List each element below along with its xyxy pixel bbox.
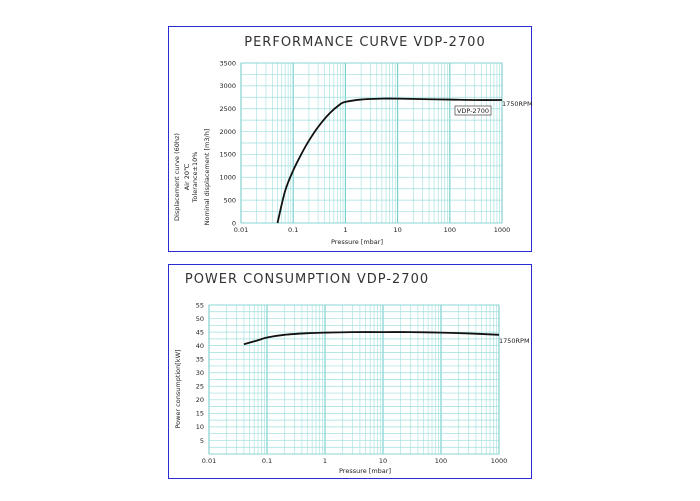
x-tick-label: 10 [393, 226, 401, 234]
x-tick-label: 1000 [494, 226, 511, 234]
x-tick-label: 10 [379, 457, 387, 465]
y-tick-label: 55 [196, 301, 204, 309]
y-tick-label: 25 [196, 383, 204, 391]
x-tick-label: 0.01 [234, 226, 248, 234]
y-tick-label: 5 [200, 437, 204, 445]
y-tick-label: 2000 [219, 128, 236, 136]
x-tick-label: 1000 [491, 457, 508, 465]
y-tick-label: 30 [196, 369, 204, 377]
y-axis-label-line: Tolerance±10% [191, 152, 199, 204]
x-tick-label: 0.01 [202, 457, 216, 465]
series-line-1750rpm [276, 97, 503, 224]
x-tick-label: 100 [444, 226, 456, 234]
y-tick-label: 20 [196, 396, 204, 404]
performance-curve-chart: PERFORMANCE CURVE VDP-2700 Displacement … [173, 35, 533, 246]
end-label: 1750RPM [499, 337, 530, 345]
y-axis-label-line: Displacement curve (60hz) [173, 133, 181, 221]
legend-box: VDP-2700 [454, 105, 492, 116]
power-consumption-chart: POWER CONSUMPTION VDP-2700 0.01 0.1 1 10 100… [174, 272, 530, 475]
x-tick-label: 1 [343, 226, 347, 234]
end-label: 1750RPM [502, 100, 533, 108]
y-tick-label: 10 [196, 423, 204, 431]
series-line-1750rpm [243, 331, 500, 346]
plot-frame [208, 304, 500, 455]
x-tick-label: 100 [435, 457, 447, 465]
y-tick-label: 40 [196, 342, 204, 350]
x-axis-label: Pressure [mbar] [331, 238, 383, 246]
performance-curve-panel: PERFORMANCE CURVE VDP-2700 Displacement … [168, 26, 533, 252]
y-tick-label: 0 [232, 219, 236, 227]
y-tick-label: 45 [196, 328, 204, 336]
x-tick-label: 0.1 [288, 226, 298, 234]
plot-frame [240, 62, 503, 224]
chart-title: PERFORMANCE CURVE VDP-2700 [244, 35, 485, 50]
x-tick-label: 0.1 [262, 457, 272, 465]
power-consumption-panel: POWER CONSUMPTION VDP-2700 0.01 0.1 1 10 100… [168, 264, 532, 479]
y-tick-label: 2500 [219, 105, 236, 113]
y-tick-label: 3500 [219, 59, 236, 67]
y-tick-label: 3000 [219, 82, 236, 90]
y-tick-label: 1000 [219, 174, 236, 182]
chart-title: POWER CONSUMPTION VDP-2700 [185, 272, 429, 287]
y-tick-label: 500 [224, 196, 236, 204]
y-axis-label: Power consumption[kW] [174, 349, 182, 428]
x-tick-label: 1 [323, 457, 327, 465]
y-axis-label-line: Nominal displacement [m3/h] [203, 129, 211, 226]
y-tick-label: 15 [196, 410, 204, 418]
y-axis-label-line: Air 20℃ [183, 164, 191, 191]
y-tick-label: 1500 [219, 151, 236, 159]
legend-box-label: VDP-2700 [457, 107, 489, 115]
x-axis-label: Pressure [mbar] [339, 467, 391, 475]
y-tick-label: 50 [196, 315, 204, 323]
y-tick-label: 35 [196, 355, 204, 363]
